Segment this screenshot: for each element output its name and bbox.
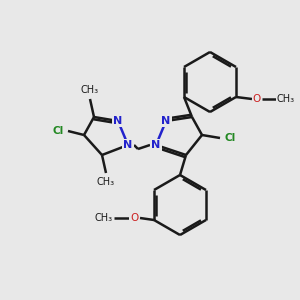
- Text: CH₃: CH₃: [81, 85, 99, 95]
- Text: CH₃: CH₃: [97, 177, 115, 187]
- Text: CH₃: CH₃: [95, 213, 113, 223]
- Text: CH₃: CH₃: [277, 94, 295, 104]
- Text: Cl: Cl: [224, 133, 236, 143]
- Text: Cl: Cl: [52, 126, 64, 136]
- Text: N: N: [113, 116, 123, 126]
- Text: O: O: [130, 213, 138, 223]
- Text: N: N: [152, 140, 160, 150]
- Text: N: N: [161, 116, 171, 126]
- Text: O: O: [253, 94, 261, 104]
- Text: N: N: [123, 140, 133, 150]
